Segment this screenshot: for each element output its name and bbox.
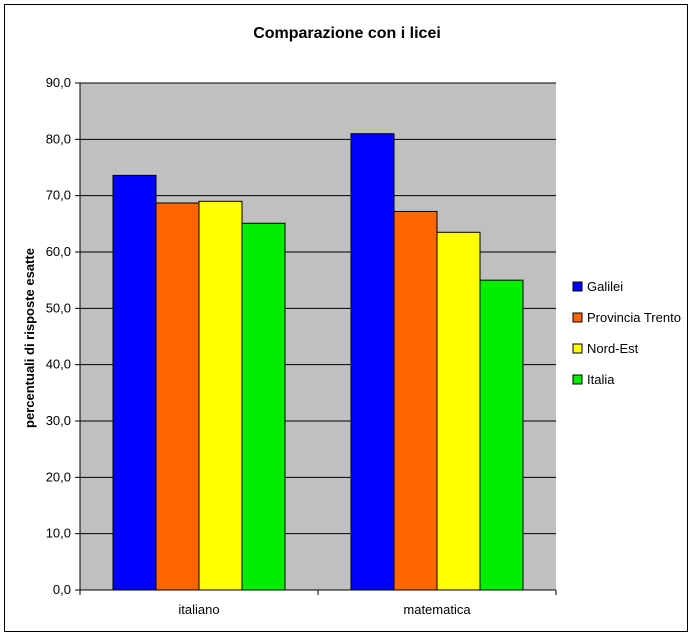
y-tick-label: 0,0 [53,582,71,597]
y-tick-label: 50,0 [46,300,71,315]
y-tick-label: 30,0 [46,413,71,428]
bar-italia-matematica [479,279,524,591]
legend: Galilei Provincia Trento Nord-Est Italia [572,279,681,387]
y-tick-labels: 0,0 10,0 20,0 30,0 40,0 50,0 60,0 70,0 80,0 90,0 [46,75,71,597]
legend-swatch [572,312,583,323]
y-tick-label: 20,0 [46,469,71,484]
y-tick-label: 80,0 [46,131,71,146]
y-tick-label: 60,0 [46,244,71,259]
legend-swatch [572,281,583,292]
y-tick-label: 70,0 [46,188,71,203]
legend-label: Provincia Trento [587,310,681,325]
bar-nord-est-matematica [436,231,481,591]
bar-provincia-trento-matematica [393,210,438,591]
bar-galilei-italiano [112,174,157,591]
bars [112,133,524,591]
legend-swatch [572,374,583,385]
legend-label: Galilei [587,279,623,294]
legend-label: Italia [587,372,615,387]
x-tick-labels: italiano matematica [178,602,471,617]
chart-title: Comparazione con i licei [253,25,441,42]
x-tick-label: matematica [403,602,471,617]
axes [75,82,557,595]
x-tick-label: italiano [178,602,219,617]
legend-swatch [572,343,583,354]
y-tick-label: 10,0 [46,526,71,541]
bar-provincia-trento-italiano [155,202,200,591]
bar-italia-italiano [241,222,286,591]
y-axis-label: percentuali di risposte esatte [22,248,37,428]
bar-galilei-matematica [350,133,395,591]
y-tick-label: 40,0 [46,357,71,372]
legend-label: Nord-Est [587,341,639,356]
bar-nord-est-italiano [198,200,243,591]
y-tick-label: 90,0 [46,75,71,90]
